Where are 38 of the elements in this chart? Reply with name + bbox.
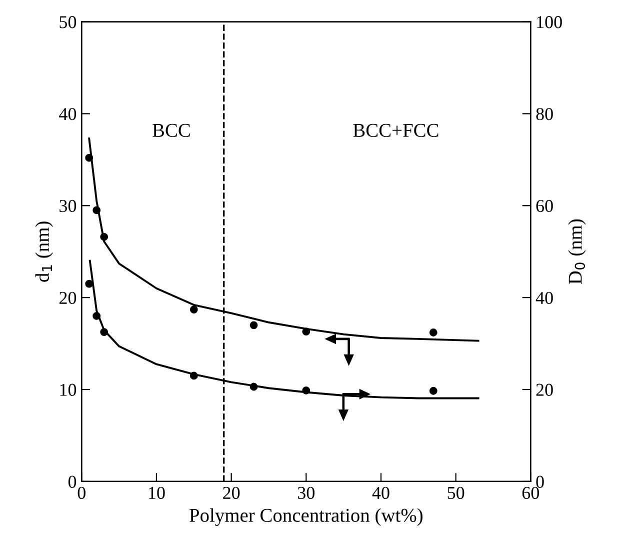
point xyxy=(100,232,108,241)
y-tick-label: 30 xyxy=(60,200,76,212)
point xyxy=(100,328,108,336)
y-tick-label: 50 xyxy=(60,16,76,28)
point xyxy=(92,312,101,320)
y2-tick-label: 100 xyxy=(537,16,562,28)
annotation: BCC xyxy=(152,124,190,137)
x-tick-label: 40 xyxy=(372,486,390,500)
y-tick-label: 0 xyxy=(68,476,76,488)
point xyxy=(92,206,101,214)
y-tick-label: 10 xyxy=(60,384,76,396)
y2-tick-label: 80 xyxy=(536,108,553,120)
x-tick-label: 0 xyxy=(78,486,86,500)
point xyxy=(250,382,258,391)
x-axis-title: Polymer Concentration (wt%) xyxy=(190,508,422,526)
point xyxy=(302,328,310,336)
x-tick-label: 10 xyxy=(149,486,165,500)
y-axis-title: d$_{1}$ (nm) xyxy=(35,222,53,282)
point xyxy=(302,386,310,394)
y2-axis-title: D$_{0}$ (nm) xyxy=(568,219,586,284)
y-tick-label: 20 xyxy=(60,292,76,304)
y2-tick-label: 20 xyxy=(536,384,553,396)
x-tick-label: 20 xyxy=(223,486,240,500)
y2-tick-label: 60 xyxy=(536,200,553,212)
x-tick-label: 60 xyxy=(522,486,539,500)
x-tick-label: 50 xyxy=(448,486,464,500)
point xyxy=(250,321,258,330)
annotation: BCC+FCC xyxy=(353,124,438,137)
point xyxy=(190,306,198,314)
x-tick-label: 30 xyxy=(298,486,314,500)
point xyxy=(85,280,94,288)
y2-tick-label: 0 xyxy=(536,476,544,488)
point xyxy=(85,154,94,162)
y-tick-label: 40 xyxy=(59,108,76,120)
y2-tick-label: 40 xyxy=(536,292,553,304)
point xyxy=(190,372,198,380)
point xyxy=(429,386,438,395)
point xyxy=(429,328,438,336)
